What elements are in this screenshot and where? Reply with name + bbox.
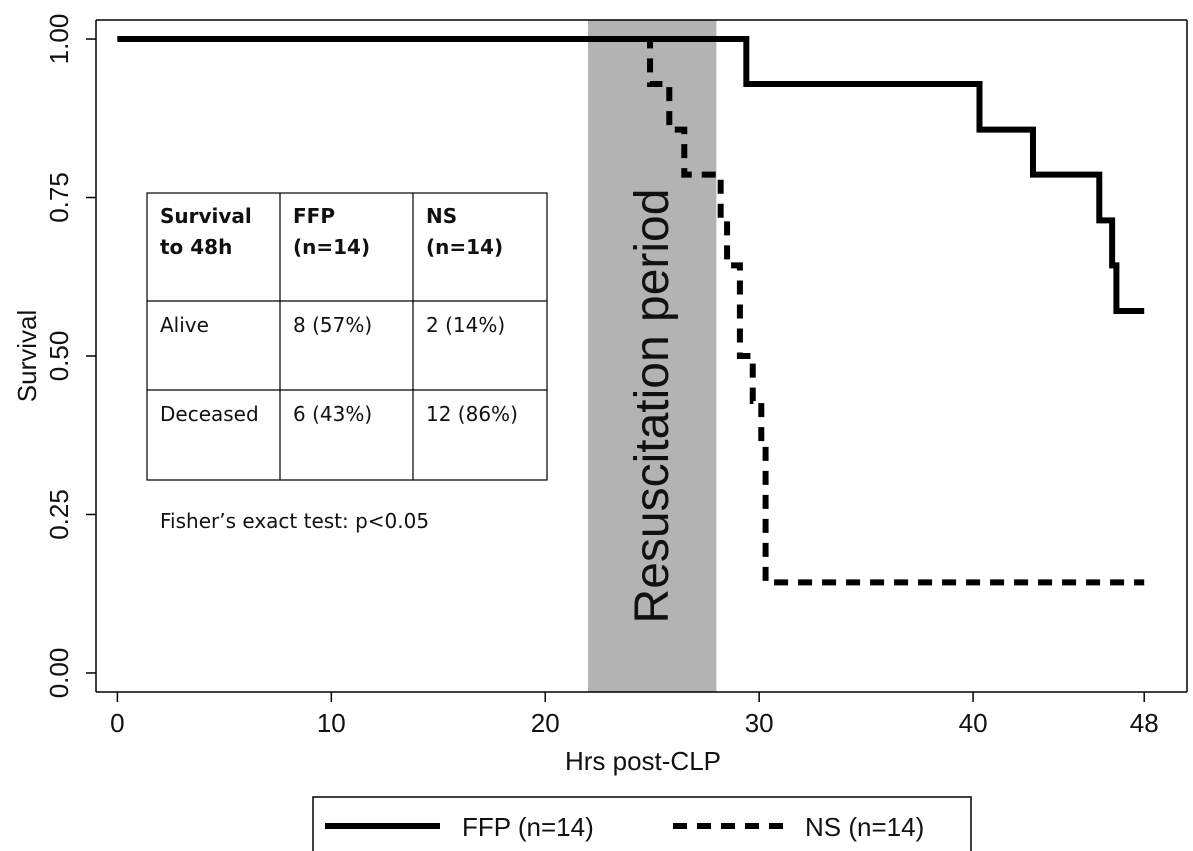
resuscitation-period-band bbox=[588, 20, 717, 692]
x-axis-ticks: 0 10 20 30 40 48 bbox=[110, 692, 1159, 738]
legend: FFP (n=14) NS (n=14) bbox=[312, 796, 972, 851]
table-cell: 6 (43%) bbox=[293, 402, 372, 426]
table-header-ffp-line1: FFP bbox=[293, 204, 335, 228]
x-tick-label: 10 bbox=[317, 708, 346, 738]
x-tick-label: 40 bbox=[959, 708, 988, 738]
table-header-ns-line1: NS bbox=[426, 204, 457, 228]
inset-survival-table: Survival to 48h FFP (n=14) NS (n=14) Ali… bbox=[146, 192, 548, 533]
y-tick-label: 0.75 bbox=[44, 172, 74, 223]
table-cell: 2 (14%) bbox=[426, 313, 505, 337]
y-tick-label: 1.00 bbox=[44, 14, 74, 65]
table-cell: Alive bbox=[160, 313, 209, 337]
table-note: Fisher’s exact test: p<0.05 bbox=[160, 509, 429, 533]
table-border bbox=[146, 192, 548, 481]
table-header-ns-line2: (n=14) bbox=[426, 235, 503, 259]
legend-label-ns: NS (n=14) bbox=[805, 812, 924, 842]
y-tick-label: 0.25 bbox=[44, 489, 74, 540]
x-tick-label: 30 bbox=[745, 708, 774, 738]
x-tick-label: 0 bbox=[110, 708, 124, 738]
x-tick-label: 20 bbox=[531, 708, 560, 738]
table-cell: Deceased bbox=[160, 402, 259, 426]
table-header-survival-line1: Survival bbox=[160, 204, 252, 228]
table-header-ffp-line2: (n=14) bbox=[293, 235, 370, 259]
y-axis-label: Survival bbox=[12, 310, 42, 402]
resuscitation-period-label: Resuscitation period bbox=[626, 189, 679, 624]
x-tick-label: 48 bbox=[1130, 708, 1159, 738]
series-line-ns bbox=[117, 36, 1145, 586]
table-cell: 8 (57%) bbox=[293, 313, 372, 337]
y-axis-ticks: 0.00 0.25 0.50 0.75 1.00 bbox=[44, 14, 96, 699]
table-header-survival-line2: to 48h bbox=[160, 235, 232, 259]
y-tick-label: 0.00 bbox=[44, 648, 74, 699]
series-line-ffp bbox=[117, 36, 1145, 314]
table-cell: 12 (86%) bbox=[426, 402, 518, 426]
y-tick-label: 0.50 bbox=[44, 331, 74, 382]
legend-label-ffp: FFP (n=14) bbox=[462, 812, 594, 842]
x-axis-label: Hrs post-CLP bbox=[565, 746, 721, 776]
